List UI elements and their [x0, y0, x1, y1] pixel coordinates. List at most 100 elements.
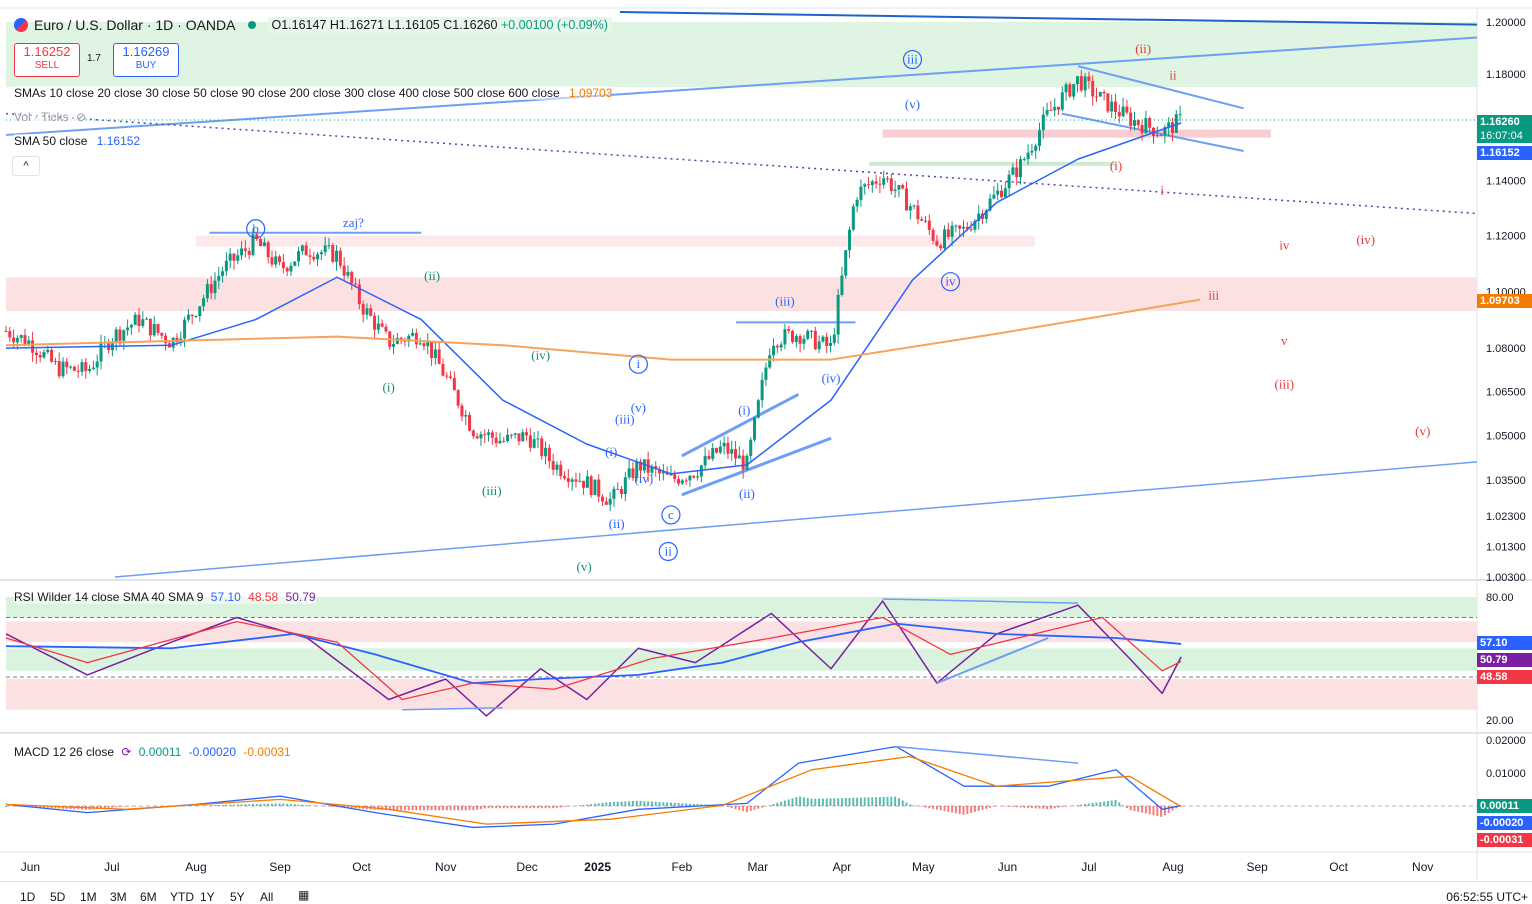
macd-bar: [894, 797, 896, 806]
candle-body: [1008, 175, 1011, 189]
candle-body: [267, 242, 270, 257]
candle-body: [225, 261, 228, 271]
volume-legend[interactable]: Vol · Ticks ⊘: [14, 110, 86, 124]
rsi-legend[interactable]: RSI Wilder 14 close SMA 40 SMA 9 57.10 4…: [14, 590, 316, 604]
eye-hidden-icon[interactable]: ⊘: [76, 110, 86, 124]
macd-bar: [963, 806, 965, 815]
symbol-title[interactable]: Euro / U.S. Dollar · 1D · OANDA: [34, 17, 236, 33]
macd-bar: [241, 804, 243, 806]
macd-bar: [465, 806, 467, 810]
candle-body: [970, 229, 973, 230]
range-ytd[interactable]: YTD: [170, 890, 194, 904]
range-5d[interactable]: 5D: [50, 890, 65, 904]
wave-label: (iii): [775, 293, 795, 308]
sma-legend[interactable]: SMAs 10 close 20 close 30 close 50 close…: [14, 86, 612, 100]
rsi-badge-a: 57.10: [1477, 636, 1532, 650]
candle-body: [77, 371, 80, 372]
macd-bar: [537, 806, 539, 808]
wave-label: (iv): [531, 348, 550, 363]
macd-bar: [1141, 806, 1143, 813]
macd-bar: [1118, 802, 1120, 806]
range-1m[interactable]: 1M: [80, 890, 97, 904]
range-6m[interactable]: 6M: [140, 890, 157, 904]
macd-legend[interactable]: MACD 12 26 close ⟳ 0.00011 -0.00020 -0.0…: [14, 745, 291, 759]
candle-body: [1095, 97, 1098, 98]
price-tick-label: 1.12000: [1486, 231, 1526, 243]
time-tick-label: Sep: [1246, 860, 1268, 874]
macd-bar: [845, 798, 847, 806]
collapse-legend-icon[interactable]: ^: [12, 156, 40, 176]
macd-bar: [514, 806, 516, 808]
macd-bar: [837, 798, 839, 806]
macd-bar: [1095, 803, 1097, 806]
macd-bar: [811, 799, 813, 806]
candle-body: [502, 441, 505, 442]
candle-body: [837, 295, 840, 335]
macd-bar: [526, 806, 528, 808]
macd-bar: [545, 806, 547, 808]
candle-body: [916, 205, 919, 219]
candle-body: [840, 276, 843, 295]
candle-body: [795, 336, 798, 342]
macd-bar: [982, 806, 984, 810]
last-price-badge: 1.16260: [1477, 115, 1532, 129]
sma-legend-value: 1.09703: [569, 86, 612, 100]
candle-body: [821, 337, 824, 342]
sell-button[interactable]: 1.16252 SELL: [14, 43, 80, 77]
macd-bar: [887, 797, 889, 806]
macd-bar: [461, 806, 463, 810]
calendar-icon[interactable]: ▦: [298, 888, 309, 902]
candle-body: [878, 184, 881, 185]
candle-body: [734, 449, 737, 458]
candle-body: [1122, 107, 1125, 117]
wave-label: (iii): [1275, 376, 1295, 391]
candle-body: [544, 448, 547, 456]
macd-bar: [1004, 806, 1006, 807]
range-3m[interactable]: 3M: [110, 890, 127, 904]
candle-body: [16, 338, 19, 342]
macd-bar: [1164, 806, 1166, 815]
range-1y[interactable]: 1Y: [200, 890, 215, 904]
candle-body: [141, 319, 144, 326]
macd-bar: [237, 805, 239, 806]
sync-icon[interactable]: ⟳: [121, 745, 131, 759]
candle-body: [875, 181, 878, 183]
market-open-icon: [248, 21, 256, 29]
range-5y[interactable]: 5Y: [230, 890, 245, 904]
candle-body: [540, 438, 543, 456]
candle-body: [1179, 114, 1182, 115]
macd-bar: [203, 805, 205, 806]
macd-bar: [636, 801, 638, 806]
candle-body: [183, 320, 186, 339]
wave-label: (i): [383, 379, 395, 394]
sma50-legend[interactable]: SMA 50 close 1.16152: [14, 134, 140, 148]
macd-bar: [1061, 806, 1063, 807]
candle-body: [624, 477, 627, 494]
macd-bar: [396, 806, 398, 810]
clock-readout[interactable]: 06:52:55 UTC+: [1446, 890, 1528, 904]
macd-bar: [450, 806, 452, 810]
range-all[interactable]: All: [260, 890, 273, 904]
macd-bar: [225, 805, 227, 806]
macd-bar: [628, 801, 630, 806]
candle-body: [567, 478, 570, 482]
candle-body: [327, 245, 330, 246]
macd-bar: [457, 806, 459, 810]
candle-body: [772, 346, 775, 355]
macd-bar: [229, 805, 231, 806]
candle-body: [1053, 107, 1056, 110]
candle-body: [620, 489, 623, 494]
candle-body: [1049, 110, 1052, 111]
buy-button[interactable]: 1.16269 BUY: [113, 43, 179, 77]
macd-bar: [404, 806, 406, 810]
macd-bar: [909, 805, 911, 806]
range-1d[interactable]: 1D: [20, 890, 35, 904]
candle-body: [597, 480, 600, 497]
macd-bar: [594, 804, 596, 806]
candle-body: [457, 390, 460, 405]
wave-label: c: [668, 507, 674, 522]
candle-body: [726, 443, 729, 454]
macd-bar: [955, 806, 957, 813]
candle-body: [339, 251, 342, 266]
